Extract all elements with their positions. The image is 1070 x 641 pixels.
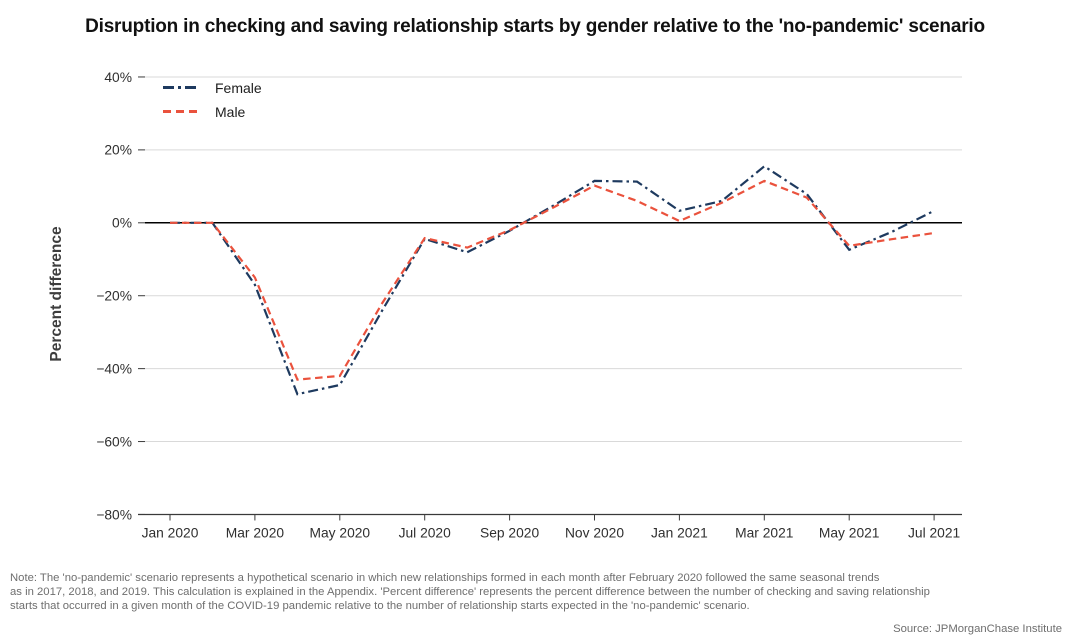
legend-label-male: Male: [215, 103, 246, 120]
footnote-line: as in 2017, 2018, and 2019. This calcula…: [10, 585, 930, 598]
male-series-line: [170, 179, 935, 381]
y-tick-label: −60%: [96, 434, 132, 449]
y-axis: 40% 20% 0% −20% −40% −60% −80%: [96, 70, 145, 522]
y-tick-label: 0%: [112, 216, 132, 231]
x-axis: Jan 2020 Mar 2020 May 2020 Jul 2020 Sep 2020…: [142, 514, 960, 540]
footnote: Note: The 'no-pandemic' scenario represe…: [10, 572, 930, 613]
legend-item-male: Male: [163, 103, 262, 120]
x-tick-label: Sep 2020: [480, 525, 539, 540]
source-credit: Source: JPMorganChase Institute: [893, 623, 1062, 635]
x-tick-label: May 2020: [310, 525, 371, 540]
y-axis-title: Percent difference: [48, 226, 65, 362]
chart-title: Disruption in checking and saving relati…: [85, 16, 985, 37]
x-tick-label: Mar 2021: [735, 525, 793, 540]
footnote-line: Note: The 'no-pandemic' scenario represe…: [10, 572, 880, 584]
x-tick-label: Jan 2021: [651, 525, 708, 540]
x-tick-label: Nov 2020: [565, 525, 624, 540]
x-tick-label: May 2021: [819, 525, 880, 540]
y-tick-label: −40%: [96, 361, 132, 376]
female-series-line: [170, 164, 935, 396]
y-tick-label: −80%: [96, 507, 132, 522]
footnote-line: starts that occurred in a given month of…: [10, 599, 750, 612]
legend-label-female: Female: [215, 79, 262, 96]
x-tick-label: Jul 2021: [908, 525, 960, 540]
male-line-swatch-icon: [163, 110, 200, 113]
legend-item-female: Female: [163, 79, 262, 96]
gridlines: [145, 76, 962, 443]
x-tick-label: Jan 2020: [142, 525, 199, 540]
female-line-swatch-icon: [163, 86, 200, 89]
x-tick-label: Jul 2020: [399, 525, 451, 540]
x-tick-label: Mar 2020: [226, 525, 285, 540]
y-tick-label: 40%: [104, 70, 132, 85]
y-tick-label: 20%: [104, 143, 132, 158]
legend: Female Male: [163, 79, 262, 120]
y-tick-label: −20%: [96, 289, 132, 304]
